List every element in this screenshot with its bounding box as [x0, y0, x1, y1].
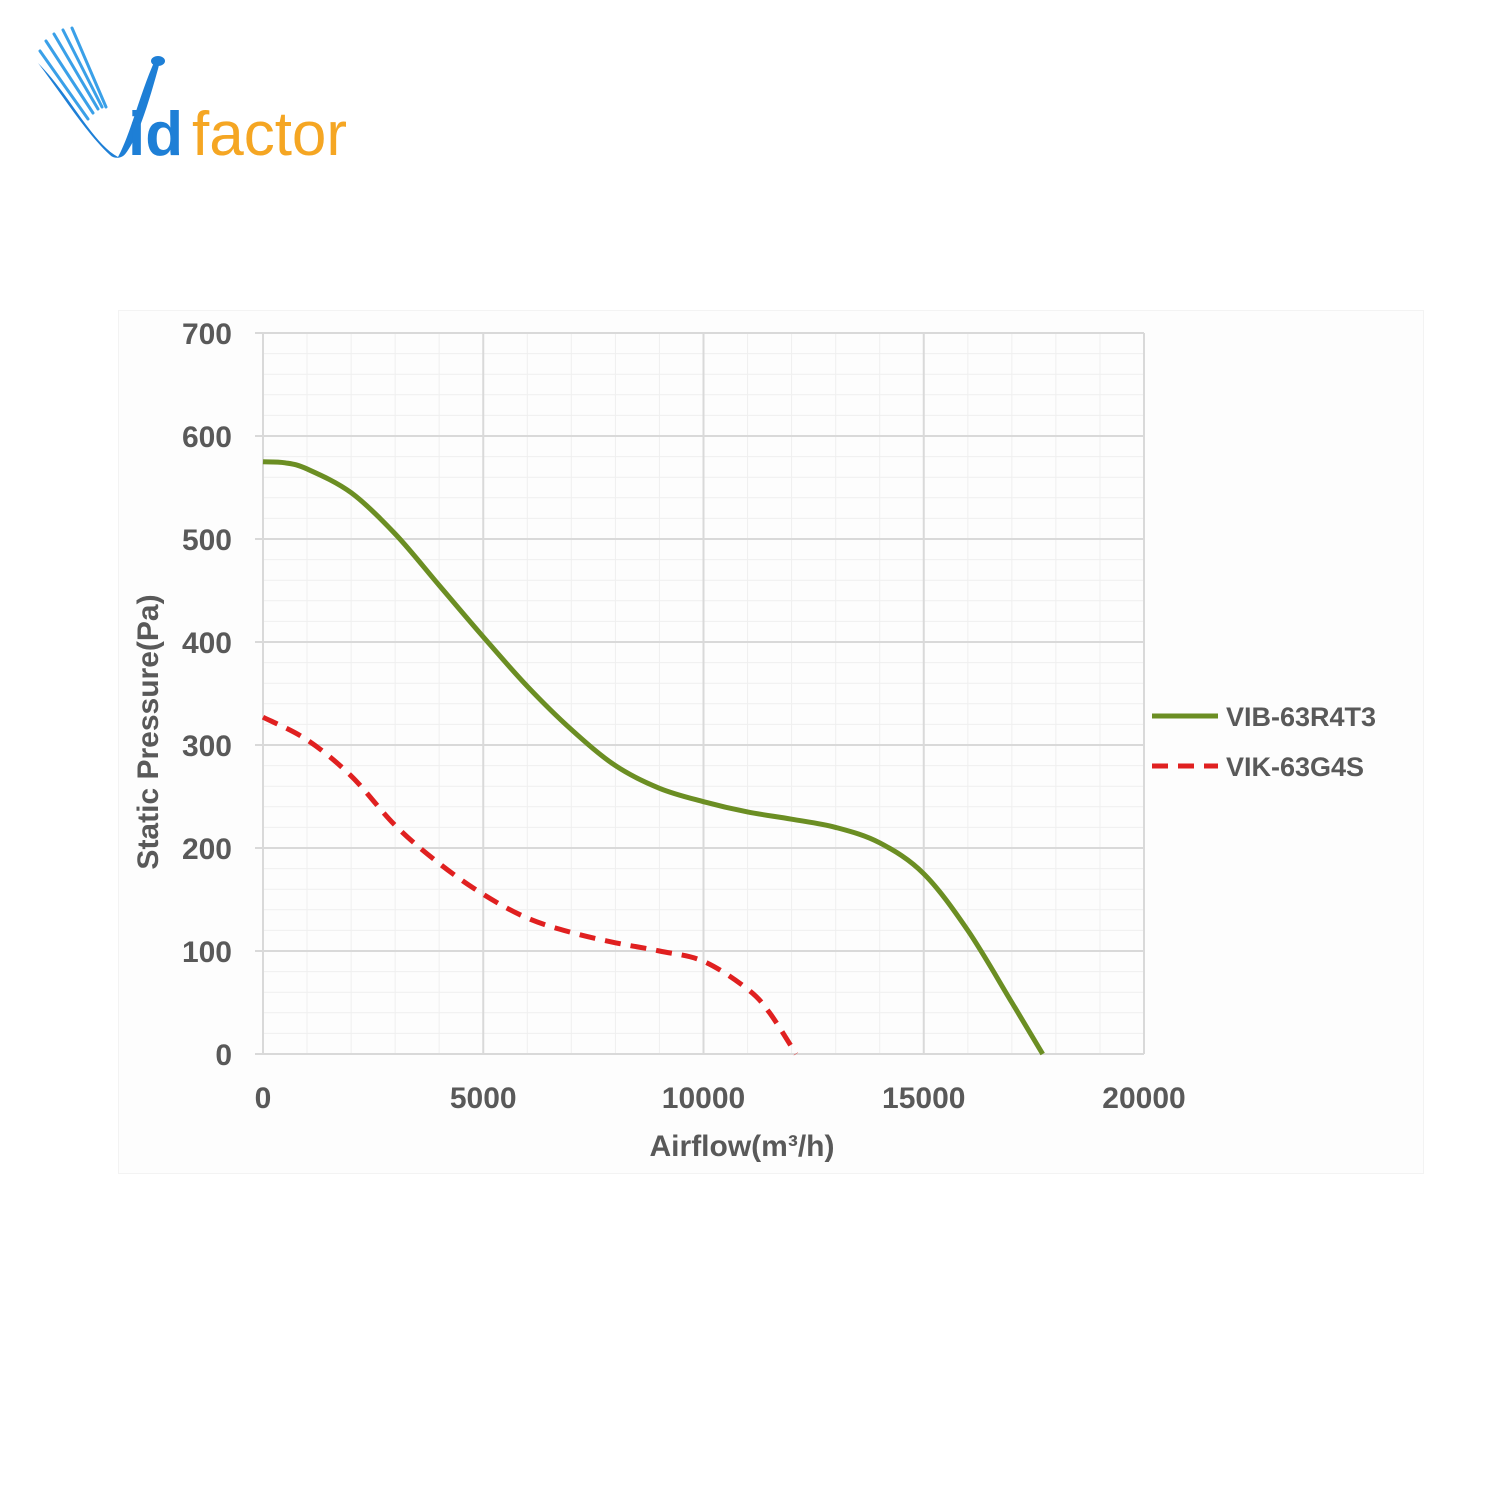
x-tick-label: 20000	[1102, 1082, 1185, 1115]
x-tick-label: 5000	[450, 1082, 517, 1115]
y-tick-label: 200	[182, 833, 232, 866]
x-tick-labels: 0 5000 10000 15000 20000	[255, 1082, 1186, 1115]
vidfactor-logo-graphic: id factor	[38, 26, 347, 169]
major-grid	[255, 332, 1145, 1055]
legend-label-vib-63r4t3: VIB-63R4T3	[1226, 702, 1376, 732]
y-tick-label: 300	[182, 730, 232, 763]
series-line-vik-63g4s	[261, 714, 799, 1056]
legend: VIB-63R4T3 VIK-63G4S	[1152, 702, 1376, 782]
x-axis-title: Airflow(m³/h)	[650, 1130, 835, 1163]
y-tick-label: 600	[182, 421, 232, 454]
y-tick-labels: 0 100 200 300 400 500 600 700	[182, 318, 232, 1072]
x-tick-label: 0	[255, 1082, 272, 1115]
x-tick-label: 10000	[662, 1082, 745, 1115]
y-tick-label: 0	[215, 1039, 232, 1072]
y-axis-title: Static Pressure(Pa)	[132, 594, 165, 869]
y-tick-label: 500	[182, 524, 232, 557]
x-tick-label: 15000	[882, 1082, 965, 1115]
svg-text:factor: factor	[192, 100, 347, 169]
y-tick-label: 100	[182, 936, 232, 969]
vidfactor-logo: id factor	[30, 25, 390, 175]
series-line-vib-63r4t3	[262, 459, 1045, 1056]
chart-panel	[118, 310, 1424, 1174]
svg-text:id: id	[128, 100, 183, 169]
y-tick-label: 700	[182, 318, 232, 351]
series-layer	[261, 459, 1045, 1056]
legend-label-vik-63g4s: VIK-63G4S	[1226, 752, 1364, 782]
y-tick-label: 400	[182, 627, 232, 660]
